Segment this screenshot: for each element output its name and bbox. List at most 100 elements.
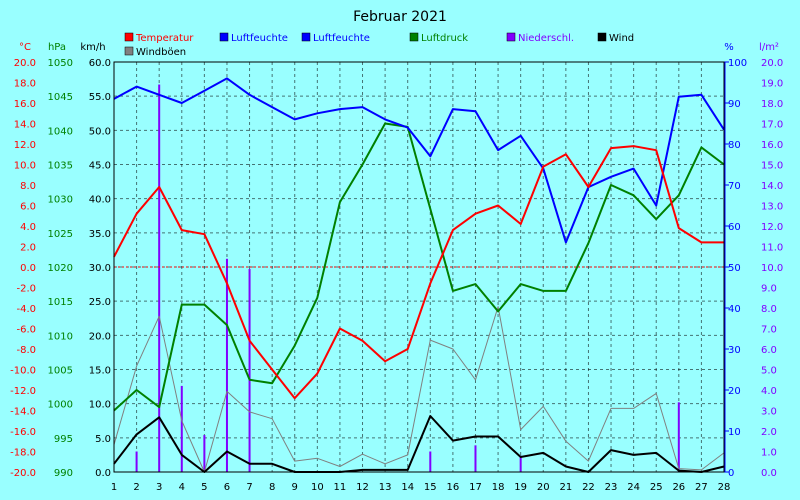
- humidity-tick-label: 40: [728, 304, 741, 315]
- x-axis: 1 2 3 4 5 6 7 8 9 10 11 12 13 14 15 16 17 18 19 20 21 22 23 24 2…: [111, 482, 731, 493]
- precip-tick-label: 5.0: [761, 366, 777, 377]
- temp-tick-label: 16.0: [14, 99, 36, 110]
- x-tick-label: 3: [156, 482, 162, 493]
- precip-bar: [158, 84, 161, 473]
- wind-tick-label: 40.0: [89, 195, 111, 206]
- legend-label: Wind: [609, 33, 634, 44]
- x-tick-label: 5: [201, 482, 207, 493]
- precip-axis: 0.0 1.0 2.0 3.0 4.0 5.0 6.0 7.0 8.0 9.0 10.0 11.0 12…: [761, 58, 783, 479]
- x-tick-label: 1: [111, 482, 117, 493]
- x-tick-label: 6: [224, 482, 230, 493]
- wind-tick-label: 45.0: [89, 161, 111, 172]
- x-tick-label: 19: [514, 482, 527, 493]
- series-line-luftdruck: [113, 122, 725, 412]
- temp-tick-label: -18.0: [10, 448, 36, 459]
- pressure-tick-label: 1015: [48, 297, 73, 308]
- pressure-tick-label: 1045: [48, 92, 73, 103]
- precip-tick-label: 12.0: [761, 222, 783, 233]
- x-tick-label: 18: [492, 482, 505, 493]
- pressure-tick-label: 1020: [48, 263, 73, 274]
- precip-tick-label: 4.0: [761, 386, 777, 397]
- chart-title: Februar 2021: [353, 9, 447, 25]
- wind-axis-unit: km/h: [80, 42, 105, 53]
- temp-tick-label: -16.0: [10, 427, 36, 438]
- wind-tick-label: 30.0: [89, 263, 111, 274]
- temp-tick-label: 14.0: [14, 120, 36, 131]
- precip-tick-label: 11.0: [761, 243, 783, 254]
- temp-tick-label: 4.0: [20, 222, 36, 233]
- x-tick-label: 2: [133, 482, 139, 493]
- x-tick-label: 24: [627, 482, 640, 493]
- legend-label: Temperatur: [135, 33, 194, 44]
- temp-tick-label: 12.0: [14, 140, 36, 151]
- pressure-axis: 990 995 1000 1005 1010 1015 1020 1025 1030 1035 10…: [48, 58, 73, 479]
- precip-axis-unit: l/m²: [759, 42, 779, 53]
- humidity-tick-label: 30: [728, 345, 741, 356]
- wind-axis: 0.0 5.0 10.0 15.0 20.0 25.0 30.0 35.0 40.0 45.0 50…: [89, 58, 111, 479]
- legend: Temperatur Luftfeuchte Luftfeuchte Luftdruc…: [124, 32, 634, 58]
- legend-swatch: [219, 32, 229, 42]
- humidity-tick-label: 10: [728, 427, 741, 438]
- humidity-axis-unit: %: [724, 42, 734, 53]
- legend-swatch: [409, 32, 419, 42]
- x-tick-label: 13: [379, 482, 392, 493]
- precip-tick-label: 10.0: [761, 263, 783, 274]
- legend-swatch: [124, 32, 134, 42]
- precip-tick-label: 18.0: [761, 99, 783, 110]
- x-tick-label: 4: [179, 482, 185, 493]
- legend-label: Luftdruck: [421, 33, 468, 44]
- x-tick-label: 28: [718, 482, 731, 493]
- humidity-tick-label: 20: [728, 386, 741, 397]
- precip-tick-label: 19.0: [761, 79, 783, 90]
- x-tick-label: 16: [447, 482, 460, 493]
- x-tick-label: 21: [559, 482, 572, 493]
- axis-headers: °C hPa km/h % l/m²: [19, 42, 779, 53]
- temp-tick-label: -6.0: [16, 325, 36, 336]
- precip-bar: [203, 435, 206, 472]
- precip-tick-label: 17.0: [761, 120, 783, 131]
- temp-tick-label: -20.0: [10, 468, 36, 479]
- wind-tick-label: 25.0: [89, 297, 111, 308]
- series-line-windböen: [113, 306, 725, 473]
- legend-label: Luftfeuchte: [231, 33, 288, 44]
- precip-tick-label: 14.0: [761, 181, 783, 192]
- precip-tick-label: 8.0: [761, 304, 777, 315]
- precip-tick-label: 16.0: [761, 140, 783, 151]
- temp-tick-label: 18.0: [14, 79, 36, 90]
- series-line-wind: [113, 415, 725, 473]
- x-tick-label: 9: [292, 482, 298, 493]
- humidity-axis: 0 10 20 30 40 50 60 70 80 90 100: [724, 58, 747, 479]
- humidity-tick-label: 70: [728, 181, 741, 192]
- precip-tick-label: 7.0: [761, 325, 777, 336]
- wind-tick-label: 50.0: [89, 126, 111, 137]
- precip-tick-label: 13.0: [761, 202, 783, 213]
- humidity-tick-label: 50: [728, 263, 741, 274]
- precip-tick-label: 15.0: [761, 161, 783, 172]
- temp-tick-label: 2.0: [20, 243, 36, 254]
- pressure-tick-label: 1000: [48, 400, 73, 411]
- precip-tick-label: 6.0: [761, 345, 777, 356]
- precip-bar: [248, 269, 251, 472]
- series-line-luftfeuchte: [113, 77, 725, 244]
- precip-bar: [474, 445, 477, 472]
- humidity-tick-label: 0: [728, 468, 734, 479]
- x-tick-label: 25: [650, 482, 663, 493]
- pressure-tick-label: 1010: [48, 331, 73, 342]
- pressure-tick-label: 1005: [48, 366, 73, 377]
- precip-tick-label: 2.0: [761, 427, 777, 438]
- legend-swatch: [301, 32, 311, 42]
- wind-tick-label: 55.0: [89, 92, 111, 103]
- humidity-tick-label: 60: [728, 222, 741, 233]
- temp-tick-label: -10.0: [10, 366, 36, 377]
- legend-label: Windböen: [136, 47, 186, 58]
- temp-tick-label: 8.0: [20, 181, 36, 192]
- precip-bar: [677, 402, 680, 472]
- x-tick-label: 22: [582, 482, 595, 493]
- x-tick-label: 23: [605, 482, 618, 493]
- x-tick-label: 15: [424, 482, 437, 493]
- wind-tick-label: 5.0: [95, 434, 111, 445]
- precipitation-bars: [135, 84, 680, 473]
- humidity-tick-label: 90: [728, 99, 741, 110]
- legend-swatch: [124, 46, 134, 56]
- x-tick-label: 12: [356, 482, 369, 493]
